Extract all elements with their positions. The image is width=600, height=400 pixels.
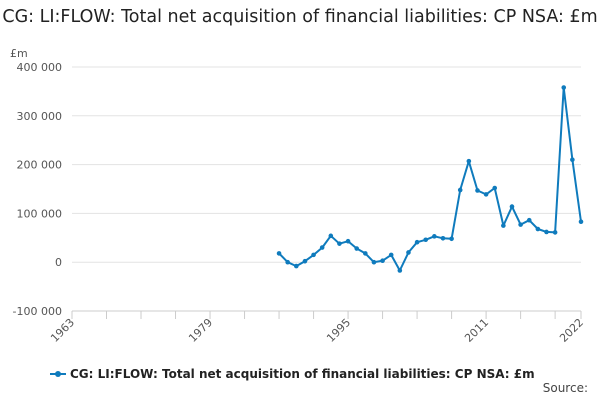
- data-point[interactable]: [423, 237, 429, 243]
- data-point[interactable]: [561, 85, 567, 90]
- data-point[interactable]: [544, 229, 549, 235]
- legend-label: CG: LI:FLOW: Total net acquisition of fi…: [70, 367, 535, 381]
- x-tick-label: 1995: [324, 316, 353, 345]
- chart-title: CG: LI:FLOW: Total net acquisition of fi…: [2, 7, 598, 27]
- data-point[interactable]: [311, 252, 316, 258]
- data-point[interactable]: [276, 251, 282, 256]
- data-point[interactable]: [449, 236, 454, 242]
- y-tick-label: 400 000: [17, 61, 63, 74]
- data-point[interactable]: [501, 223, 506, 228]
- y-axis-tick-labels: -100 000 0 100 000 200 000 300 000 400 000: [13, 61, 62, 318]
- data-point[interactable]: [483, 192, 489, 197]
- data-point[interactable]: [492, 185, 498, 191]
- data-point[interactable]: [345, 238, 351, 244]
- data-point[interactable]: [328, 233, 334, 239]
- data-point[interactable]: [414, 239, 420, 245]
- y-tick-label: 0: [55, 256, 62, 269]
- data-point[interactable]: [397, 268, 403, 273]
- data-point[interactable]: [371, 259, 377, 265]
- y-tick-label: -100 000: [13, 305, 62, 318]
- data-point[interactable]: [552, 230, 558, 235]
- data-point[interactable]: [475, 188, 480, 193]
- x-axis: 1963 1979 1995 2011 2022: [48, 310, 586, 345]
- data-point[interactable]: [294, 263, 299, 269]
- legend-swatch: [50, 368, 66, 380]
- data-point[interactable]: [570, 157, 575, 163]
- data-point[interactable]: [354, 246, 359, 251]
- data-point[interactable]: [518, 222, 523, 227]
- x-tick-label: 2011: [462, 316, 491, 345]
- source-label: Source:: [542, 381, 588, 395]
- data-point[interactable]: [509, 204, 515, 209]
- data-point[interactable]: [526, 217, 532, 223]
- y-axis-unit: £m: [10, 47, 28, 60]
- data-point[interactable]: [406, 250, 411, 255]
- data-point[interactable]: [578, 219, 584, 224]
- data-point[interactable]: [319, 245, 325, 250]
- data-point[interactable]: [432, 234, 437, 239]
- series-line: [278, 86, 582, 272]
- data-point[interactable]: [302, 258, 308, 264]
- data-point[interactable]: [337, 241, 342, 246]
- y-tick-label: 100 000: [17, 207, 63, 220]
- x-tick-label: 1963: [48, 316, 77, 345]
- legend[interactable]: CG: LI:FLOW: Total net acquisition of fi…: [50, 367, 535, 381]
- data-point[interactable]: [363, 251, 368, 256]
- series-layer: [276, 85, 584, 273]
- data-point[interactable]: [466, 158, 472, 164]
- grid-lines: [72, 66, 581, 312]
- data-point[interactable]: [285, 259, 290, 265]
- y-tick-label: 300 000: [17, 110, 63, 123]
- data-point[interactable]: [440, 235, 446, 241]
- data-point[interactable]: [388, 252, 394, 258]
- data-point[interactable]: [380, 258, 385, 264]
- data-point[interactable]: [457, 187, 463, 193]
- x-tick-label: 2022: [557, 316, 586, 345]
- data-point[interactable]: [535, 226, 541, 232]
- y-tick-label: 200 000: [17, 159, 63, 172]
- x-tick-label: 1979: [186, 316, 215, 345]
